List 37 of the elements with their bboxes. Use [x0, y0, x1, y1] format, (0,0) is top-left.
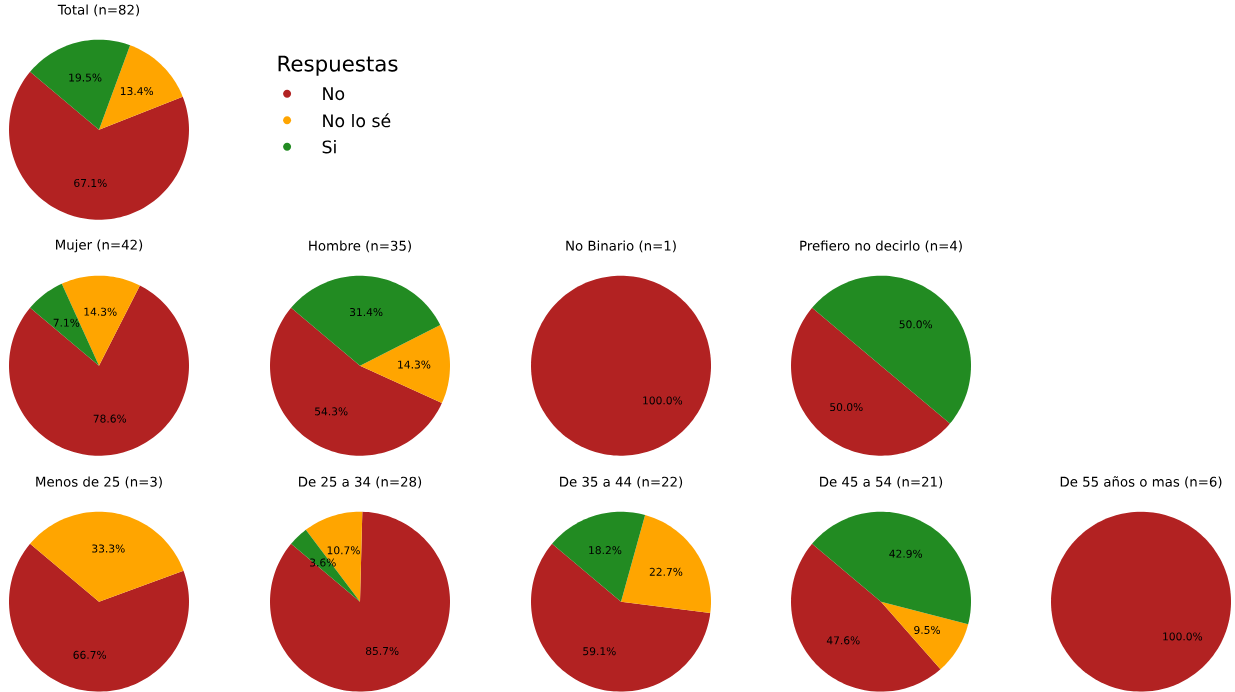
chart-title: De 35 a 44 (n=22) — [560, 476, 683, 489]
legend-label: No lo sé — [323, 113, 391, 128]
data-label: 50.0% — [830, 403, 863, 412]
data-label: 100.0% — [643, 396, 683, 405]
chart-title: Prefiero no decirlo (n=4) — [800, 240, 962, 253]
data-label: 85.7% — [365, 647, 399, 656]
chart-title: Mujer (n=42) — [56, 239, 143, 253]
data-label: 33.3% — [92, 544, 125, 553]
data-label: 31.4% — [350, 308, 383, 317]
data-label: 42.9% — [889, 549, 923, 558]
data-label: 18.2% — [589, 546, 622, 555]
data-label: 22.7% — [649, 567, 683, 576]
data-label: 47.6% — [826, 636, 860, 645]
legend-title: Respuestas — [278, 55, 398, 76]
chart-title: Total (n=82) — [57, 4, 140, 17]
data-label: 50.0% — [899, 320, 933, 329]
data-label: 14.3% — [84, 307, 117, 316]
chart-title: De 25 a 34 (n=28) — [299, 476, 422, 489]
data-label: 54.3% — [315, 407, 348, 416]
chart-title: Hombre (n=35) — [309, 240, 411, 253]
legend-label: Si — [322, 140, 336, 154]
chart-title: No Binario (n=1) — [566, 240, 676, 253]
legend-label: No — [323, 87, 345, 101]
chart-title: Menos de 25 (n=3) — [36, 476, 162, 489]
data-label: 78.6% — [93, 414, 127, 423]
data-label: 19.5% — [69, 73, 102, 82]
chart-title: De 45 a 54 (n=21) — [820, 476, 943, 489]
data-label: 59.1% — [583, 647, 616, 656]
data-label: 66.7% — [73, 651, 107, 660]
data-label: 14.3% — [398, 360, 431, 369]
data-label: 67.1% — [74, 179, 107, 188]
chart-title: De 55 años o mas (n=6) — [1060, 476, 1222, 489]
data-label: 10.7% — [327, 546, 360, 555]
data-label: 100.0% — [1163, 632, 1203, 641]
data-label: 13.4% — [120, 87, 154, 96]
data-label: 7.1% — [53, 318, 80, 327]
data-label: 9.5% — [914, 626, 940, 635]
